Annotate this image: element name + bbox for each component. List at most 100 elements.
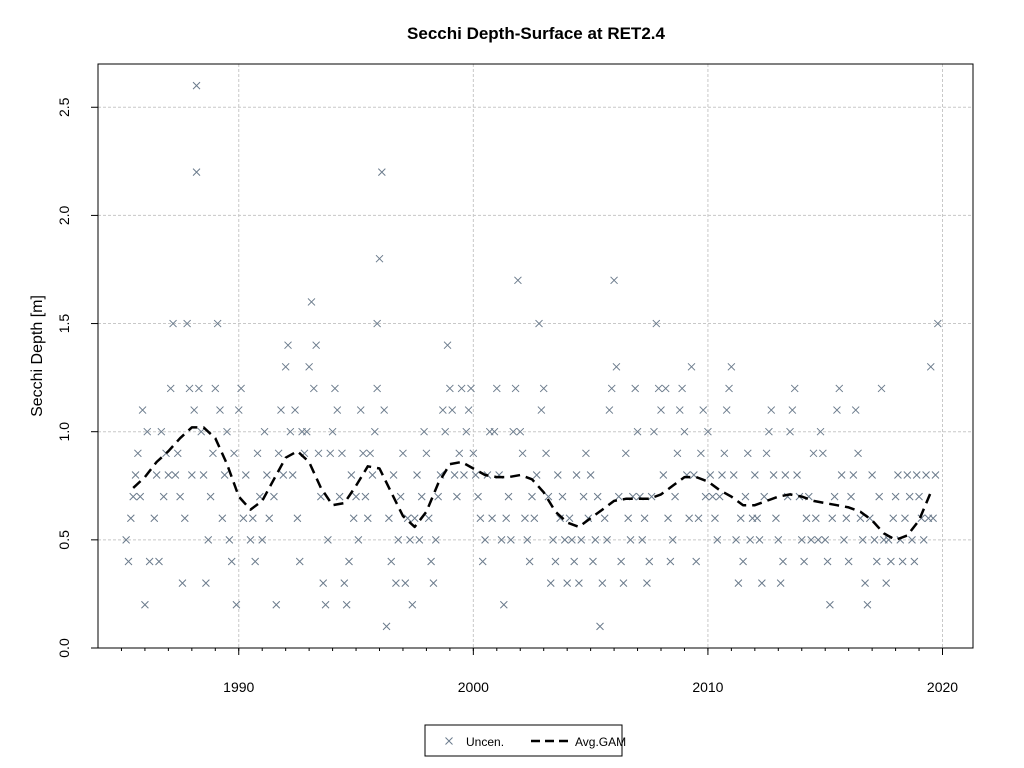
- scatter-point: [295, 557, 304, 566]
- scatter-point: [312, 341, 321, 350]
- scatter-point: [204, 535, 213, 544]
- scatter-point: [929, 514, 937, 523]
- scatter-point: [689, 471, 698, 479]
- scatter-point: [464, 406, 473, 414]
- scatter-point: [324, 535, 332, 544]
- scatter-point: [227, 557, 236, 566]
- scatter-point: [722, 406, 731, 414]
- scatter-point: [591, 535, 600, 544]
- scatter-point: [549, 535, 557, 544]
- scatter-point: [650, 427, 658, 436]
- scatter-point: [675, 406, 684, 414]
- legend-label-gam: Avg.GAM: [575, 735, 626, 749]
- scatter-point: [619, 579, 628, 587]
- scatter-points: [122, 81, 942, 631]
- scatter-point: [190, 406, 199, 414]
- scatter-point: [910, 557, 919, 566]
- scatter-point: [915, 492, 923, 501]
- scatter-point: [781, 471, 790, 479]
- scatter-point: [277, 406, 285, 414]
- scatter-point: [195, 384, 203, 393]
- scatter-point: [835, 384, 844, 393]
- scatter-point: [633, 427, 642, 436]
- scatter-point: [863, 600, 872, 609]
- scatter-point: [647, 492, 656, 501]
- scatter-point: [126, 514, 135, 523]
- scatter-point: [823, 557, 832, 566]
- scatter-point: [821, 535, 830, 544]
- scatter-point: [626, 535, 635, 544]
- scatter-point: [138, 406, 147, 414]
- scatter-point: [218, 514, 227, 523]
- scatter-point: [898, 557, 907, 566]
- scatter-point: [514, 276, 522, 285]
- scatter-point: [861, 579, 869, 587]
- scatter-point: [842, 514, 851, 523]
- scatter-point: [610, 276, 618, 285]
- scatter-point: [302, 427, 311, 436]
- scatter-point: [715, 492, 724, 501]
- scatter-point: [889, 514, 898, 523]
- scatter-point: [263, 471, 271, 479]
- scatter-point: [753, 514, 762, 523]
- scatter-point: [551, 557, 560, 566]
- scatter-point: [659, 471, 668, 479]
- scatter-point: [286, 427, 295, 436]
- scatter-point: [725, 384, 733, 393]
- scatter-point: [565, 514, 574, 523]
- scatter-point: [612, 362, 621, 371]
- scatter-point: [326, 449, 335, 458]
- scatter-point: [809, 449, 818, 458]
- scatter-point: [237, 384, 245, 393]
- scatter-point: [760, 492, 769, 501]
- y-tick-label: 0.5: [56, 530, 72, 550]
- scatter-point: [213, 319, 222, 328]
- scatter-point: [518, 449, 527, 458]
- x-tick-label: 2010: [692, 679, 723, 695]
- scatter-point: [877, 384, 886, 393]
- scatter-point: [467, 384, 475, 393]
- scatter-point: [706, 471, 715, 479]
- scatter-point: [241, 471, 250, 479]
- scatter-point: [704, 427, 712, 436]
- scatter-point: [697, 449, 705, 458]
- scatter-point: [887, 557, 895, 566]
- scatter-point: [490, 427, 499, 436]
- scatter-point: [605, 406, 614, 414]
- scatter-point: [363, 514, 372, 523]
- scatter-point: [342, 600, 351, 609]
- scatter-point: [666, 557, 675, 566]
- scatter-point: [596, 622, 604, 631]
- legend: Uncen. Avg.GAM: [424, 724, 626, 757]
- scatter-point: [178, 579, 187, 587]
- scatter-point: [603, 535, 611, 544]
- scatter-point: [687, 362, 696, 371]
- y-tick-label: 1.5: [56, 314, 72, 334]
- scatter-point: [849, 471, 858, 479]
- scatter-point: [265, 514, 274, 523]
- scatter-point: [314, 449, 323, 458]
- scatter-point: [321, 600, 330, 609]
- scatter-point: [169, 319, 177, 328]
- scatter-point: [354, 535, 363, 544]
- scatter-point: [727, 362, 736, 371]
- scatter-point: [546, 579, 555, 587]
- scatter-point: [539, 384, 548, 393]
- scatter-point: [872, 557, 881, 566]
- legend-label-uncen: Uncen.: [466, 735, 504, 749]
- scatter-point: [408, 600, 417, 609]
- scatter-point: [542, 449, 550, 458]
- scatter-point: [136, 492, 145, 501]
- scatter-point: [507, 535, 515, 544]
- scatter-point: [699, 406, 708, 414]
- scatter-point: [788, 406, 797, 414]
- scatter-point: [361, 492, 370, 501]
- scatter-point: [387, 557, 396, 566]
- scatter-point: [772, 514, 780, 523]
- scatter-point: [415, 535, 424, 544]
- scatter-point: [499, 600, 508, 609]
- scatter-point: [232, 600, 241, 609]
- scatter-point: [328, 427, 337, 436]
- scatter-point: [335, 492, 344, 501]
